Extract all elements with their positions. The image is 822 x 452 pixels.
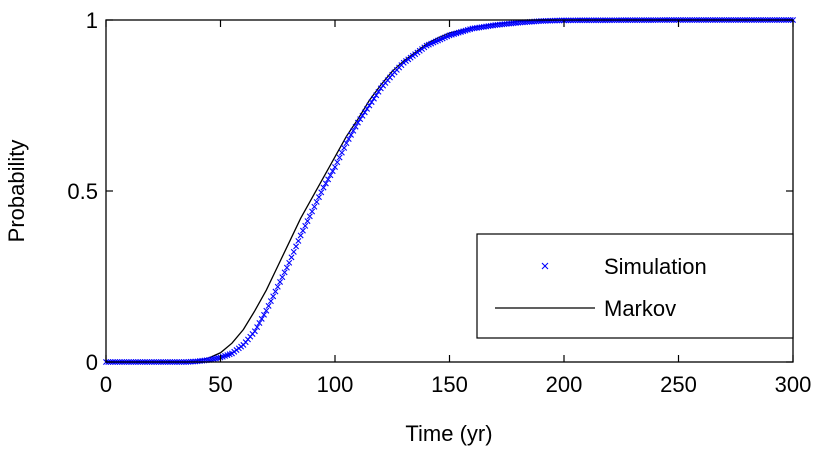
simulation-marker [359,112,366,119]
simulation-marker [364,105,371,112]
series-simulation [103,17,796,365]
simulation-marker [547,17,554,24]
simulation-marker [336,154,343,161]
legend-box [476,233,794,339]
simulation-marker [290,248,297,255]
simulation-marker [302,222,309,229]
simulation-marker [318,189,325,196]
y-axis-label: Probability [4,140,29,243]
simulation-marker [270,293,277,300]
simulation-marker [315,194,322,201]
simulation-marker [267,298,274,305]
simulation-marker [345,136,352,143]
simulation-marker [327,172,334,179]
simulation-marker [309,208,316,215]
simulation-marker [487,22,494,29]
x-tick-label: 150 [431,372,468,397]
simulation-marker [256,320,263,327]
x-tick-label: 250 [660,372,697,397]
x-tick-label: 50 [208,372,232,397]
simulation-marker [350,127,357,134]
simulation-marker [542,17,549,24]
simulation-marker [311,203,318,210]
simulation-marker [357,116,364,123]
simulation-marker [288,254,295,261]
simulation-marker [251,328,258,335]
simulation-marker [368,99,375,106]
simulation-marker [320,184,327,191]
simulation-marker [373,92,380,99]
y-tick-label: 0.5 [67,179,98,204]
simulation-marker [480,23,487,30]
simulation-marker [366,102,373,109]
simulation-marker [549,17,556,24]
simulation-marker [469,25,476,32]
simulation-marker [279,274,286,281]
simulation-marker [277,278,284,285]
simulation-marker [295,237,302,244]
legend-markov-label: Markov [604,296,676,321]
simulation-marker [540,17,547,24]
simulation-marker [341,144,348,151]
simulation-marker [263,307,270,314]
simulation-marker [538,18,545,25]
simulation-marker [332,164,338,171]
simulation-marker [544,17,551,24]
simulation-marker [272,288,279,295]
simulation-marker [375,88,382,95]
simulation-marker [258,315,265,322]
simulation-marker [265,302,272,309]
simulation-marker [478,24,485,31]
simulation-marker [306,213,313,220]
simulation-marker [476,24,483,31]
legend: Simulation Markov [476,233,794,339]
simulation-marker [471,25,478,32]
simulation-marker [274,283,281,290]
x-tick-label: 200 [546,372,583,397]
simulation-marker [304,218,311,225]
legend-simulation-label: Simulation [604,254,707,279]
simulation-marker [286,259,293,266]
data-layer [103,17,796,365]
x-tick-label: 100 [317,372,354,397]
y-tick-label: 0 [86,350,98,375]
simulation-marker [261,311,267,318]
simulation-marker [299,227,306,234]
simulation-marker [338,149,345,156]
simulation-marker [473,24,480,31]
x-axis-label: Time (yr) [405,421,492,446]
simulation-marker [343,140,350,147]
simulation-marker [313,198,320,205]
simulation-marker [354,119,361,126]
simulation-marker [281,269,288,276]
y-tick-label: 1 [86,8,98,33]
simulation-marker [348,131,355,138]
simulation-marker [329,168,336,175]
x-tick-label: 0 [100,372,112,397]
simulation-marker [293,243,300,250]
x-tick-label: 300 [775,372,812,397]
simulation-marker [352,123,359,130]
legend-simulation-marker [541,262,549,270]
simulation-marker [361,109,368,116]
simulation-marker [370,95,377,102]
simulation-marker [325,176,332,183]
simulation-marker [483,23,490,30]
simulation-marker [485,23,492,30]
legend-x-mark [541,262,549,270]
simulation-marker [254,324,261,331]
ticks-layer: 0 50 100 150 200 250 300 0 0.5 1 [67,8,811,397]
simulation-marker [334,159,341,166]
simulation-marker [297,232,304,239]
simulation-marker [283,264,290,271]
simulation-marker [322,180,329,187]
